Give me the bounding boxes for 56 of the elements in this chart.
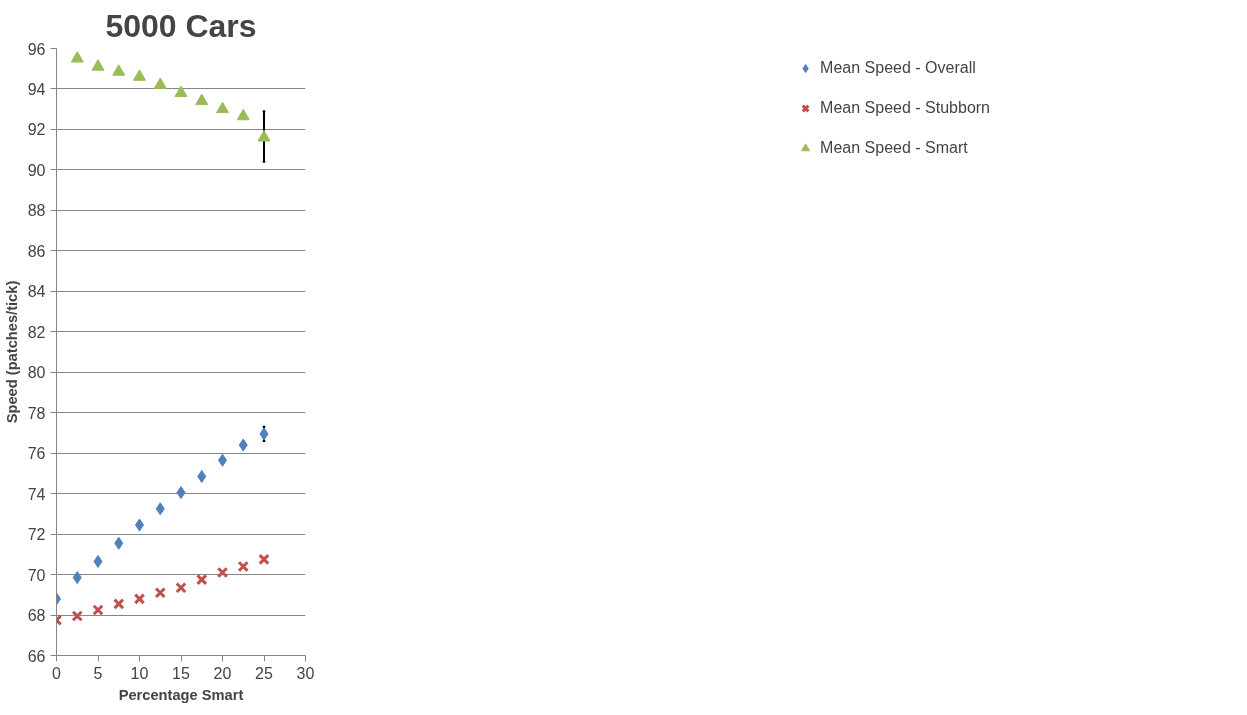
y-tick-label: 74	[27, 485, 46, 503]
point	[92, 604, 104, 616]
x-tick-label: 0	[52, 664, 62, 682]
chart-title: 5000 Cars	[105, 7, 257, 44]
point	[114, 536, 124, 550]
point	[257, 130, 271, 142]
y-axis-title: Speed (patches/tick)	[3, 280, 20, 424]
point	[238, 438, 248, 452]
point	[258, 553, 270, 566]
x-tick-label: 5	[93, 664, 103, 682]
point	[196, 573, 208, 586]
legend-label: Mean Speed - Overall	[820, 59, 976, 77]
y-tick-label: 80	[27, 364, 46, 382]
x-tick-label: 10	[130, 664, 149, 682]
y-tick-label: 82	[27, 323, 46, 341]
point	[72, 571, 82, 585]
y-tick-label: 84	[27, 283, 46, 301]
point	[155, 502, 165, 516]
y-tick-label: 72	[27, 526, 46, 544]
point	[112, 64, 126, 76]
y-tick-label: 66	[27, 647, 46, 665]
legend-label: Mean Speed - Smart	[820, 139, 968, 157]
point	[236, 108, 250, 121]
point	[91, 59, 105, 71]
point	[70, 51, 84, 63]
point	[197, 469, 207, 483]
x-axis-title: Percentage Smart	[118, 686, 244, 703]
y-tick-label: 86	[27, 242, 46, 260]
point	[195, 93, 209, 106]
point	[154, 587, 166, 599]
x-tick-label: 25	[255, 664, 273, 682]
y-tick-label: 92	[27, 121, 46, 139]
point	[237, 560, 249, 573]
point	[113, 598, 125, 610]
point	[216, 566, 229, 579]
y-tick-label: 68	[27, 607, 46, 625]
point	[71, 610, 83, 622]
y-tick-label: 78	[27, 404, 46, 422]
point	[176, 486, 186, 500]
point	[216, 101, 229, 114]
x-tick-label: 30	[296, 664, 315, 682]
y-tick-label: 88	[27, 202, 46, 220]
point	[175, 581, 187, 594]
x-tick-label: 15	[172, 664, 190, 682]
y-tick-label: 70	[27, 566, 46, 584]
y-tick-label: 94	[27, 80, 46, 98]
y-tick-label: 90	[27, 161, 46, 179]
point	[93, 554, 103, 568]
point	[174, 85, 188, 97]
y-tick-label: 96	[27, 40, 46, 58]
x-tick-label: 20	[213, 664, 232, 682]
point	[153, 77, 167, 89]
point	[133, 69, 146, 81]
y-tick-label: 76	[27, 445, 46, 463]
point	[133, 593, 146, 605]
legend-label: Mean Speed - Stubborn	[820, 99, 990, 117]
